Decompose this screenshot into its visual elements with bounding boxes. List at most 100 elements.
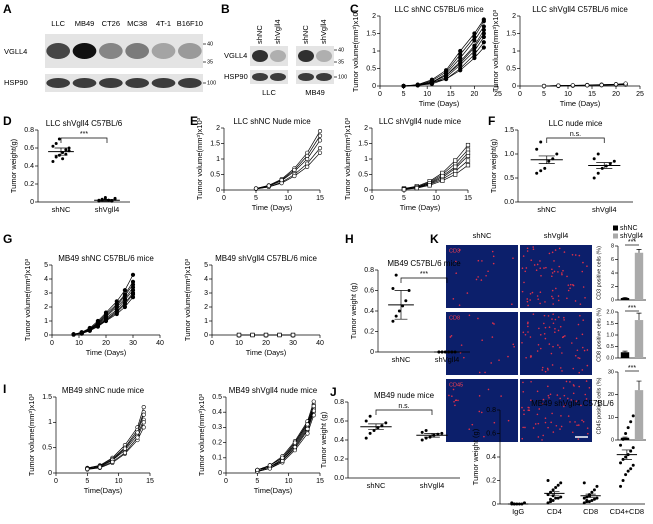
stain-dot — [527, 406, 530, 409]
series-line — [255, 152, 321, 190]
band — [177, 43, 202, 59]
data-point — [440, 431, 444, 435]
stain-dot — [569, 283, 572, 286]
stain-dot — [581, 270, 584, 273]
band — [252, 73, 268, 81]
error-bar — [622, 436, 628, 438]
stain-dot — [526, 298, 529, 300]
panel-letter: J — [330, 385, 337, 399]
y-tick-label: 0 — [611, 437, 614, 443]
data-point — [465, 158, 471, 163]
data-point — [465, 163, 471, 168]
stain-dot — [588, 386, 591, 389]
data-point — [458, 48, 463, 54]
data-point — [559, 481, 563, 485]
data-point — [626, 469, 630, 473]
stain-dot — [522, 426, 524, 429]
y-tick-label: 8 — [611, 243, 614, 249]
stain-dot — [543, 314, 546, 317]
stain-dot — [572, 392, 575, 395]
stain-dot — [556, 394, 559, 396]
error-bar — [636, 249, 642, 253]
y-tick-label: 2.0 — [606, 309, 614, 315]
data-point — [559, 495, 563, 499]
data-point — [440, 178, 445, 183]
x-tick-label: CD4 — [547, 507, 562, 516]
legend-label: shNC — [620, 225, 638, 232]
stain-dot — [487, 270, 489, 273]
y-axis-label: Tumor weight (g) — [349, 282, 358, 339]
stain-dot — [536, 295, 539, 297]
error-bar — [636, 312, 642, 321]
stain-dot — [551, 268, 553, 271]
stain-dot — [487, 388, 490, 391]
chart-title: MB49 C57BL/6 mice — [387, 259, 461, 268]
stain-dot — [563, 405, 565, 408]
y-tick-label: 0.5 — [606, 344, 614, 350]
micrograph — [446, 379, 518, 442]
x-axis-label: Time(Days) — [254, 486, 293, 495]
stain-dot — [466, 292, 469, 294]
data-point — [97, 465, 102, 470]
data-point — [404, 299, 408, 303]
row-label: VGLL4 — [224, 51, 247, 60]
y-tick-label: 20 — [608, 392, 614, 398]
stain-dot — [542, 434, 544, 437]
significance-bracket — [400, 277, 448, 283]
stain-dot — [579, 303, 582, 305]
lane-label: shNC — [301, 25, 310, 44]
data-point — [391, 319, 395, 323]
data-point — [141, 405, 146, 410]
stain-dot — [521, 290, 524, 293]
x-tick-label: 15 — [447, 91, 455, 98]
stain-dot — [485, 274, 487, 277]
legend-label: shVgll4 — [620, 233, 643, 240]
data-point — [292, 440, 298, 445]
data-point — [458, 68, 463, 73]
chart-title: MB49 shVgll4 C57BL/6 — [531, 399, 614, 408]
x-tick-label: 0 — [224, 478, 228, 485]
error-bar — [368, 423, 384, 430]
chart-title: LLC shVgll4 C57BL/6 mice — [532, 5, 628, 14]
stain-dot — [498, 359, 500, 361]
stain-dot — [582, 346, 584, 349]
stain-dot — [559, 367, 562, 369]
stain-dot — [527, 409, 530, 411]
data-point — [465, 150, 471, 155]
y-tick-label: 0.0 — [504, 199, 514, 206]
stain-dot — [463, 356, 465, 359]
stain-dot — [582, 420, 585, 423]
stain-dot — [543, 322, 545, 325]
stain-dot — [559, 346, 561, 349]
y-tick-label: 0 — [372, 83, 376, 90]
data-point — [364, 436, 368, 440]
x-axis-label: Time (Days) — [419, 99, 460, 108]
stain-dot — [531, 291, 534, 294]
data-point — [626, 426, 630, 430]
stain-dot — [530, 259, 533, 262]
data-point — [587, 500, 591, 504]
x-tick-label: IgG — [512, 507, 524, 516]
stain-dot — [542, 398, 545, 401]
data-point — [619, 461, 623, 465]
stain-dot — [522, 390, 525, 393]
stain-dot — [577, 357, 579, 359]
stain-dot — [455, 272, 458, 275]
x-tick-label: 15 — [588, 91, 596, 98]
x-tick-label: 0 — [210, 340, 214, 347]
data-point — [595, 484, 599, 488]
data-point — [122, 446, 128, 451]
x-tick-label: 10 — [75, 340, 83, 347]
x-axis-label: Time (Days) — [246, 348, 287, 357]
y-tick-label: 0 — [204, 332, 208, 339]
stain-dot — [578, 254, 581, 257]
x-tick-label: 0 — [54, 478, 58, 485]
y-axis-label: Tumor weight (g) — [471, 428, 480, 485]
data-point — [543, 166, 547, 170]
stain-dot — [452, 298, 455, 300]
y-tick-label: 0 — [48, 470, 52, 477]
data-point — [135, 435, 140, 440]
stain-dot — [561, 370, 563, 372]
y-tick-label: 0 — [216, 187, 220, 194]
micrograph — [520, 312, 592, 375]
